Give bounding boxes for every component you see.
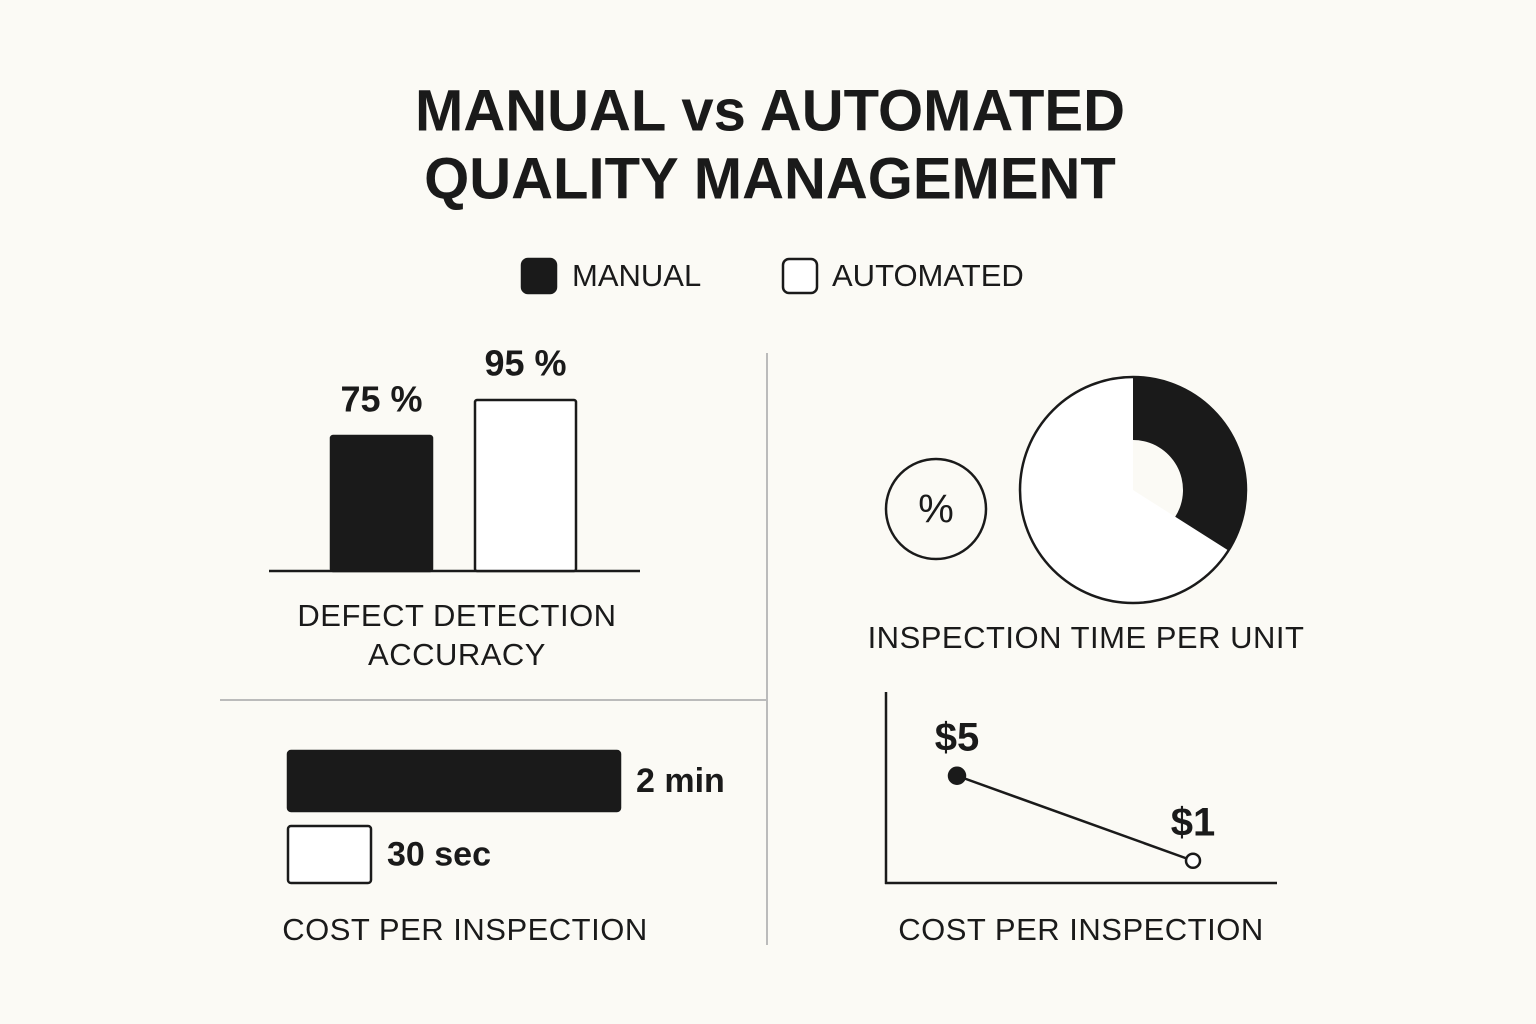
- bar: [329, 434, 434, 573]
- chart-title: DEFECT DETECTION ACCURACY: [297, 598, 617, 672]
- point: [1184, 852, 1202, 869]
- value-label: $5: [935, 715, 980, 759]
- pie-slice: [1019, 377, 1229, 603]
- legend-swatch: [520, 257, 558, 295]
- value-label: $1: [1171, 800, 1216, 844]
- legend-label: MANUAL: [572, 258, 701, 293]
- bar: [286, 824, 373, 885]
- chart-title: INSPECTION TIME PER UNIT: [867, 620, 1305, 655]
- value-label: 75 %: [340, 379, 422, 420]
- icon-circle: [884, 457, 988, 561]
- title-line: QUALITY MANAGEMENT: [424, 146, 1116, 211]
- value-label: 95 %: [484, 343, 566, 384]
- chart-title: COST PER INSPECTION: [282, 912, 648, 947]
- pie-outline: [1018, 375, 1248, 605]
- pie-slice: [1133, 377, 1246, 551]
- icon-label: %: [918, 488, 954, 532]
- value-label: 2 min: [636, 762, 725, 800]
- value-label: 30 sec: [387, 835, 491, 873]
- line: [956, 774, 1194, 862]
- title-line: MANUAL vs AUTOMATED: [415, 78, 1125, 143]
- chart-title: COST PER INSPECTION: [898, 912, 1264, 947]
- bar: [473, 398, 578, 573]
- legend-swatch: [781, 257, 819, 295]
- point: [947, 766, 967, 785]
- bar: [286, 749, 622, 813]
- legend-label: AUTOMATED: [832, 258, 1024, 293]
